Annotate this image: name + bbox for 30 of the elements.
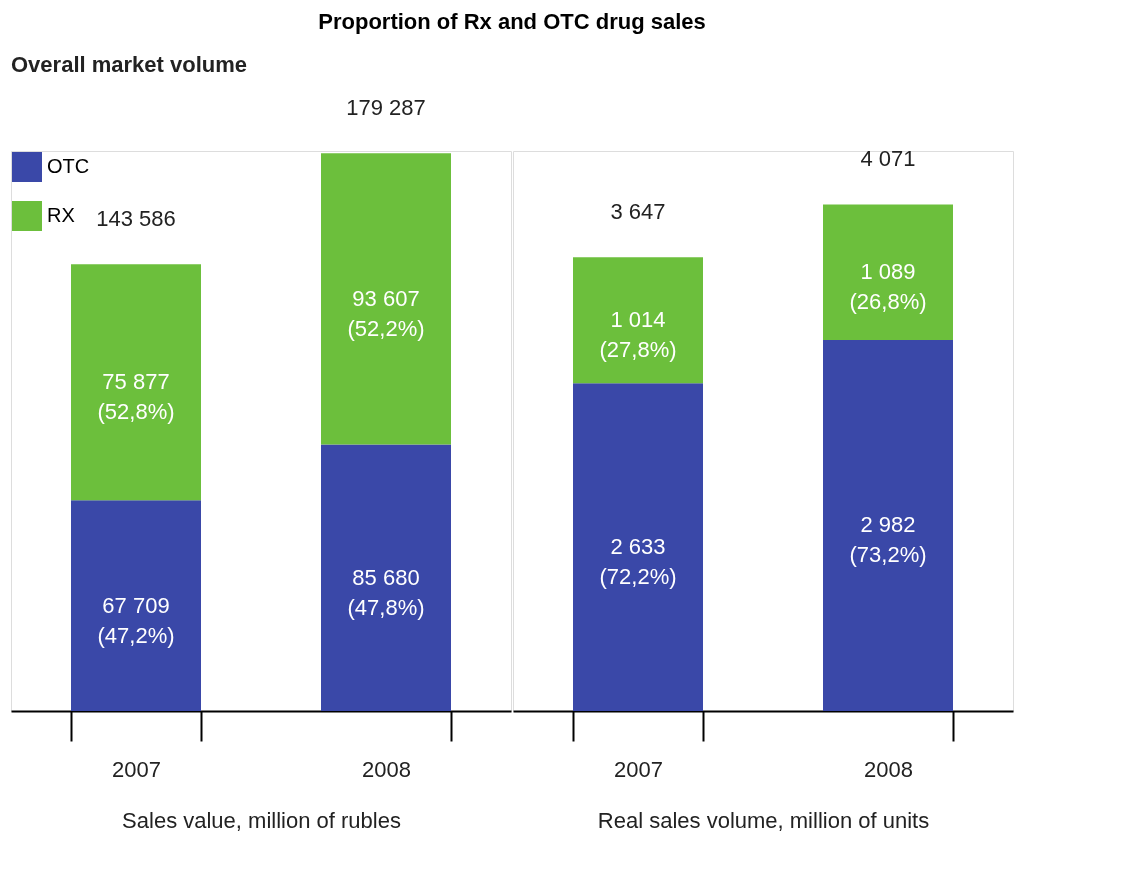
total-label: 3 647	[610, 199, 666, 225]
total-label: 179 287	[346, 95, 426, 121]
chart-title: Proportion of Rx and OTC drug sales	[318, 8, 706, 34]
bar	[573, 257, 703, 384]
data-label: 85 680 (47,8%)	[347, 564, 425, 620]
x-axis-title: Sales value, million of rubles	[122, 807, 401, 833]
bar	[71, 264, 201, 501]
x-tick-label: 2007	[614, 756, 663, 782]
bar	[823, 339, 953, 711]
data-label: 1 089 (26,8%)	[849, 259, 927, 315]
data-label: 93 607 (52,2%)	[347, 285, 425, 341]
data-label: 75 877 (52,8%)	[97, 369, 175, 425]
data-label: 2 982 (73,2%)	[849, 512, 927, 568]
legend-label: OTC	[47, 155, 90, 177]
bar	[573, 383, 703, 711]
chart-subtitle: Overall market volume	[11, 52, 248, 78]
total-label: 4 071	[860, 146, 916, 172]
legend-label: RX	[47, 204, 75, 226]
bar	[321, 444, 451, 711]
x-axis-title: Real sales volume, million of units	[597, 807, 930, 833]
x-tick-label: 2008	[864, 756, 913, 782]
data-label: 1 014 (27,8%)	[599, 307, 677, 363]
bar	[321, 153, 451, 445]
total-label: 143 586	[96, 206, 176, 232]
bar	[71, 500, 201, 711]
bar	[823, 204, 953, 340]
x-tick-label: 2008	[362, 756, 411, 782]
data-label: 2 633 (72,2%)	[599, 534, 677, 590]
data-label: 67 709 (47,2%)	[97, 592, 175, 648]
x-tick-label: 2007	[112, 756, 161, 782]
